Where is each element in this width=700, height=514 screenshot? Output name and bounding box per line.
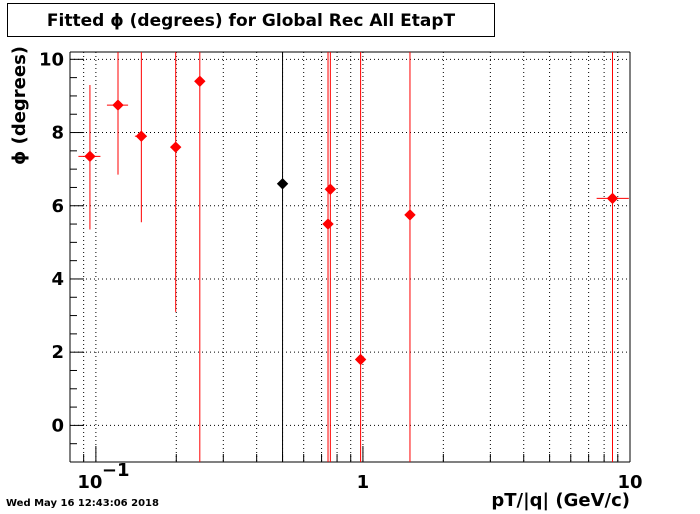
y-axis-label: ϕ (degrees)	[9, 45, 30, 165]
data-point	[112, 99, 124, 111]
plot-area	[70, 52, 630, 462]
data-point	[84, 150, 96, 163]
y-tick-label: 4	[51, 269, 64, 290]
x-axis-label: pT/|q| (GeV/c)	[491, 490, 630, 511]
x-tick-label: 1	[357, 472, 370, 493]
data-point	[606, 192, 619, 205]
data-point	[276, 178, 289, 190]
chart-title: Fitted ϕ (degrees) for Global Rec All Et…	[46, 11, 456, 31]
data-point	[135, 130, 148, 142]
y-tick-label: 0	[51, 415, 64, 436]
y-tick-label: 6	[51, 196, 64, 217]
data-point	[354, 353, 367, 366]
x-tick-exponent: −1	[102, 460, 130, 481]
y-tick-label: 10	[39, 49, 64, 70]
data-point	[169, 141, 182, 153]
timestamp: Wed May 16 12:43:06 2018	[6, 498, 159, 509]
data-point	[194, 75, 206, 87]
chart-title-box: Fitted ϕ (degrees) for Global Rec All Et…	[7, 3, 495, 37]
x-tick-label: 10	[617, 472, 642, 493]
y-tick-label: 8	[51, 123, 64, 144]
data-point	[404, 209, 416, 221]
y-tick-label: 2	[51, 342, 64, 363]
data-point	[324, 183, 337, 195]
x-tick-label: 10	[77, 472, 102, 493]
